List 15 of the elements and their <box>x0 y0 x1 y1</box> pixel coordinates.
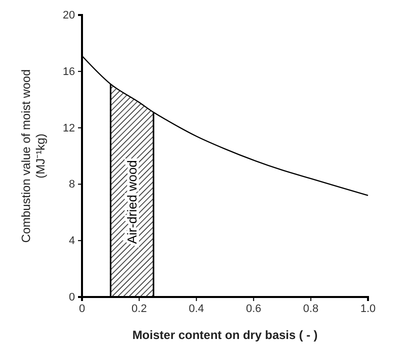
x-tick-label: 1.0 <box>360 302 376 315</box>
x-tick-label: 0.6 <box>246 302 262 315</box>
y-tick-label: 20 <box>62 10 75 22</box>
band-label: Air-dried wood <box>124 160 140 244</box>
x-axis-title: Moister content on dry basis ( - ) <box>132 328 318 342</box>
y-tick-label: 0 <box>68 292 75 304</box>
x-tick-label: 0.2 <box>132 302 147 315</box>
y-tick-label: 4 <box>68 235 75 248</box>
x-tick-label: 0.8 <box>303 302 318 315</box>
x-tick-label: 0 <box>78 302 86 315</box>
y-tick-label: 8 <box>68 178 75 191</box>
y-axis-title: Combustion value of moist wood (MJ⁻¹kg) <box>19 69 48 243</box>
x-tick-label: 0.4 <box>188 302 204 315</box>
y-tick-label: 16 <box>62 66 75 78</box>
y-tick-label: 12 <box>62 122 75 134</box>
